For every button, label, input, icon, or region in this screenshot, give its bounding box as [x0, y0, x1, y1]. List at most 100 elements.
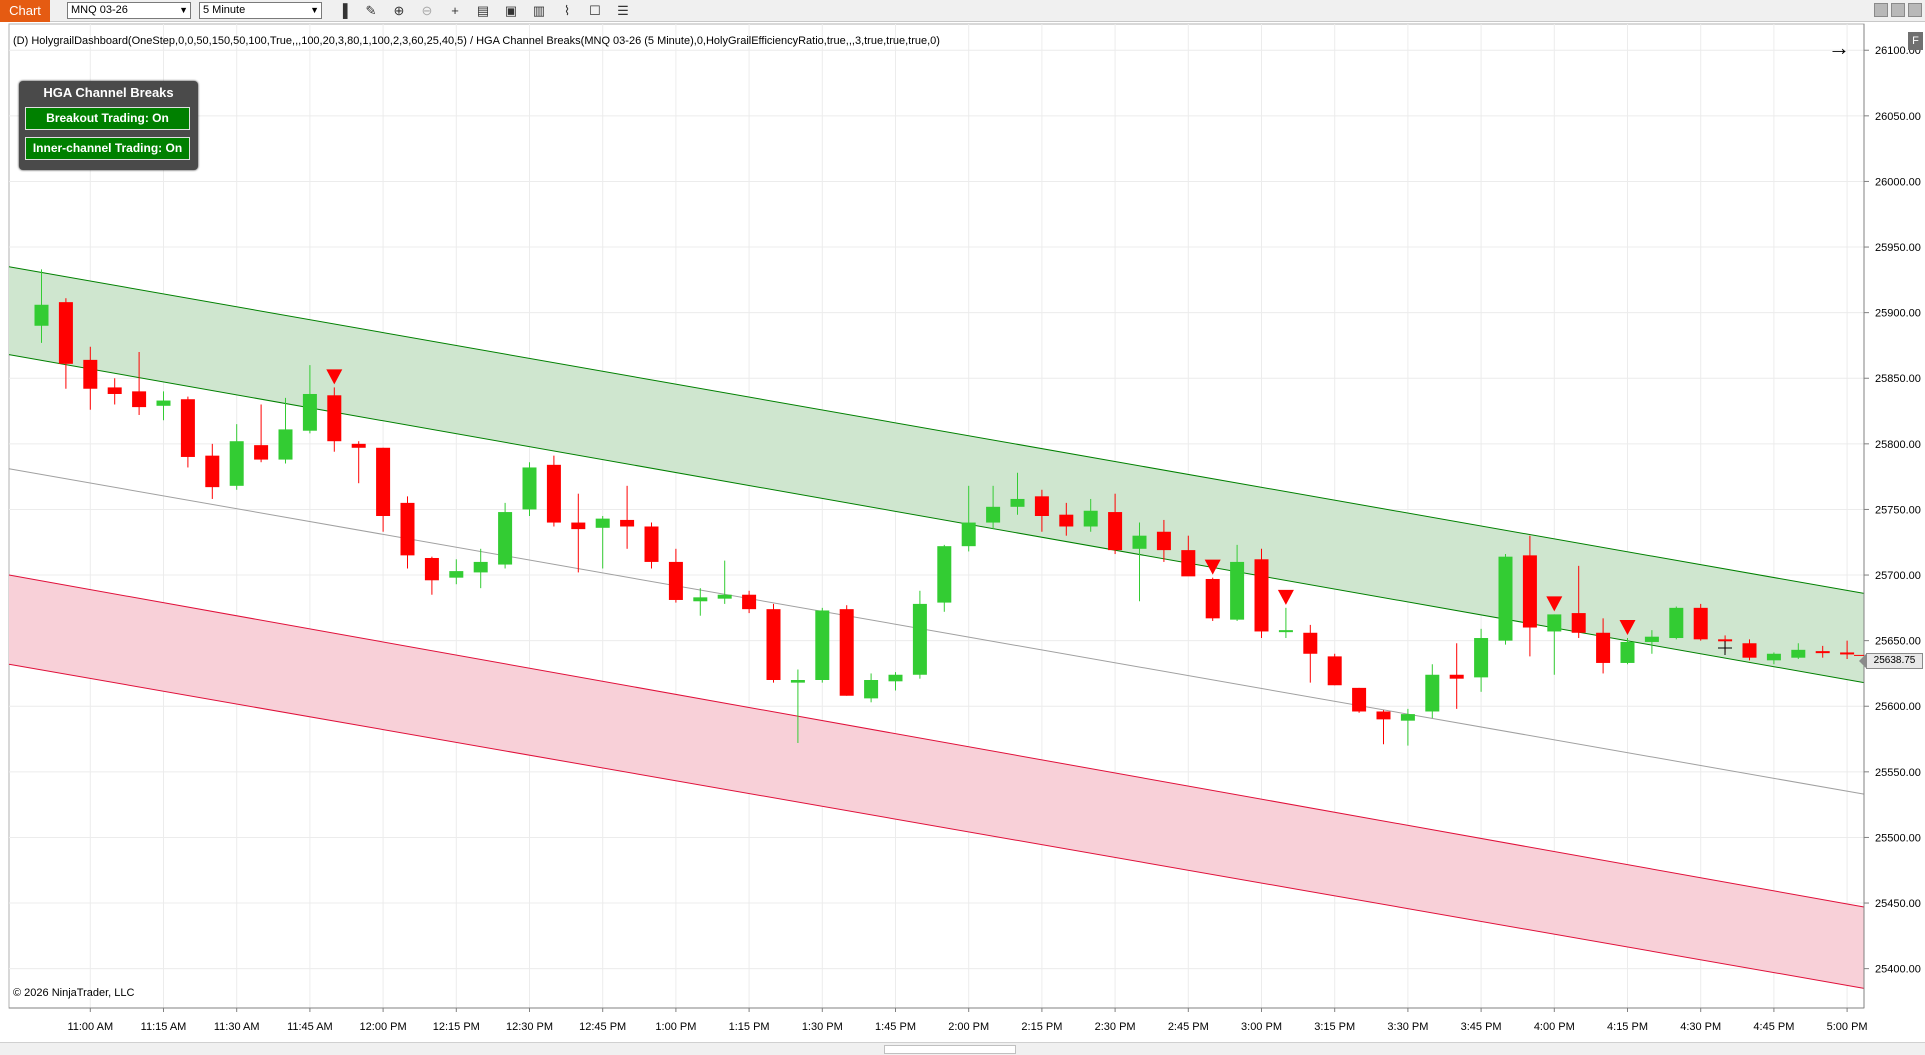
- candle-down: [1742, 643, 1757, 658]
- breakout-trading-button[interactable]: Breakout Trading: On: [25, 107, 190, 130]
- red-channel-fill: [9, 575, 1864, 989]
- y-tick-label: 25950.00: [1875, 242, 1921, 254]
- candle-up: [790, 680, 805, 683]
- candle-down: [254, 445, 269, 460]
- candle-down: [107, 387, 122, 394]
- arrow-right-icon[interactable]: →: [1828, 35, 1850, 60]
- zoom-in-icon[interactable]: ⊕: [393, 3, 405, 18]
- scrollbar-thumb[interactable]: [884, 1045, 1016, 1054]
- candle-up: [1278, 630, 1293, 633]
- candle-up: [864, 680, 879, 699]
- zoom-out-icon[interactable]: ⊖: [421, 3, 433, 18]
- candle-up: [1766, 653, 1781, 661]
- x-tick-label: 11:00 AM: [67, 1021, 113, 1033]
- candle-up: [1791, 649, 1806, 658]
- candle-down: [1034, 496, 1049, 516]
- y-tick-label: 25600.00: [1875, 701, 1921, 713]
- bar-type-icon[interactable]: ▐: [338, 3, 348, 18]
- candle-up: [717, 594, 732, 599]
- y-tick-label: 25500.00: [1875, 832, 1921, 844]
- x-tick-label: 1:45 PM: [875, 1021, 916, 1033]
- candle-up: [34, 304, 49, 326]
- candle-up: [1010, 498, 1025, 507]
- x-tick-label: 3:15 PM: [1314, 1021, 1355, 1033]
- candle-down: [1108, 512, 1123, 551]
- candle-down: [1205, 578, 1220, 619]
- short-signal-arrow: [1204, 559, 1221, 575]
- window-button-icon[interactable]: [1908, 3, 1922, 17]
- red-channel-upper-line: [8, 574, 1865, 908]
- copyright-label: © 2026 NinjaTrader, LLC: [13, 987, 135, 999]
- crosshair-icon[interactable]: +: [451, 3, 459, 18]
- candle-down: [1156, 531, 1171, 551]
- candle-up: [693, 597, 708, 602]
- indicators-icon[interactable]: ▥: [532, 3, 546, 18]
- candle-up: [1083, 510, 1098, 527]
- candle-up: [1400, 714, 1415, 721]
- x-tick-label: 3:00 PM: [1241, 1021, 1282, 1033]
- candle-up: [1474, 638, 1489, 678]
- last-price-marker: 25638.75: [1859, 653, 1923, 669]
- candle-down: [1815, 651, 1830, 654]
- x-tick-label: 12:00 PM: [360, 1021, 407, 1033]
- candle-down: [1718, 639, 1733, 642]
- indicator-label: (D) HolygrailDashboard(OneStep,0,0,50,15…: [13, 35, 940, 47]
- y-tick-label: 25850.00: [1875, 373, 1921, 385]
- candle-down: [1181, 550, 1196, 577]
- candle-up: [498, 512, 513, 565]
- y-tick-label: 25900.00: [1875, 308, 1921, 320]
- candle-down: [205, 455, 220, 488]
- y-tick-label: 25750.00: [1875, 504, 1921, 516]
- x-tick-label: 4:30 PM: [1680, 1021, 1721, 1033]
- interval-selector[interactable]: 5 Minute ▼: [199, 2, 322, 19]
- candle-down: [620, 519, 635, 527]
- candle-down: [546, 464, 561, 523]
- candle-up: [1620, 641, 1635, 663]
- candle-down: [571, 522, 586, 530]
- list-icon[interactable]: ☰: [617, 3, 629, 18]
- y-tick-label: 26000.00: [1875, 176, 1921, 188]
- window-button-icon[interactable]: [1874, 3, 1888, 17]
- candle-down: [83, 359, 98, 389]
- horizontal-scrollbar[interactable]: [0, 1042, 1925, 1055]
- x-tick-label: 12:30 PM: [506, 1021, 553, 1033]
- candle-down: [424, 557, 439, 581]
- chart-trader-icon[interactable]: ⌇: [563, 3, 571, 18]
- candle-down: [132, 391, 147, 408]
- x-tick-label: 12:15 PM: [433, 1021, 480, 1033]
- drawing-tools-icon[interactable]: ✎: [365, 3, 377, 18]
- candle-up: [1498, 556, 1513, 641]
- green-channel-upper-line: [8, 266, 1865, 594]
- y-tick-label: 25450.00: [1875, 898, 1921, 910]
- x-tick-label: 3:30 PM: [1387, 1021, 1428, 1033]
- inner-channel-trading-button[interactable]: Inner-channel Trading: On: [25, 137, 190, 160]
- x-tick-label: 2:00 PM: [948, 1021, 989, 1033]
- instrument-value: MNQ 03-26: [71, 4, 128, 16]
- candle-up: [1230, 561, 1245, 620]
- y-tick-label: 26050.00: [1875, 111, 1921, 123]
- candle-up: [473, 561, 488, 573]
- candle-down: [1059, 514, 1074, 527]
- x-tick-label: 11:30 AM: [214, 1021, 260, 1033]
- short-signal-arrow: [326, 369, 343, 385]
- candle-down: [1352, 687, 1367, 712]
- x-tick-label: 2:45 PM: [1168, 1021, 1209, 1033]
- x-tick-label: 5:00 PM: [1827, 1021, 1868, 1033]
- y-tick-label: 25650.00: [1875, 636, 1921, 648]
- data-box-icon[interactable]: ▤: [476, 3, 490, 18]
- candle-up: [1132, 535, 1147, 549]
- window-button-icon[interactable]: [1891, 3, 1905, 17]
- channel-mid-line: [8, 468, 1865, 795]
- chart-tab[interactable]: Chart: [0, 0, 50, 22]
- candle-down: [1596, 632, 1611, 663]
- candle-down: [351, 443, 366, 448]
- candle-down: [1376, 711, 1391, 720]
- candle-up: [1644, 636, 1659, 642]
- instrument-selector[interactable]: MNQ 03-26 ▼: [67, 2, 191, 19]
- x-tick-label: 11:15 AM: [141, 1021, 187, 1033]
- strategies-icon[interactable]: ▣: [504, 3, 518, 18]
- candle-down: [1522, 555, 1537, 628]
- f-button[interactable]: F: [1908, 32, 1923, 50]
- properties-icon[interactable]: ☐: [589, 3, 601, 18]
